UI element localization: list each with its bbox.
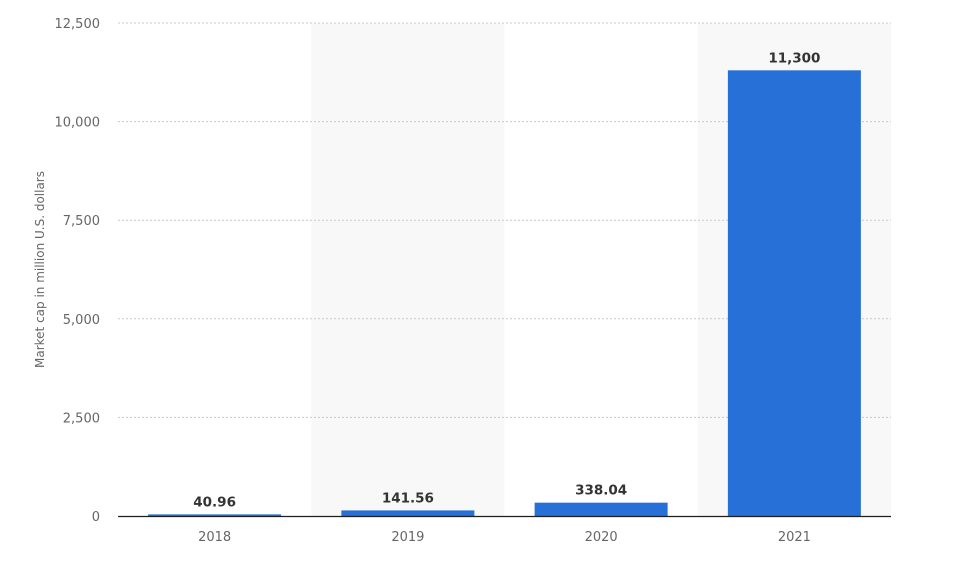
x-tick-label: 2021 [778,530,811,545]
bars [148,70,861,516]
y-tick-label: 10,000 [55,116,101,131]
data-label-2018: 40.96 [193,494,236,510]
data-labels: 40.96 141.56 338.04 11,300 [193,50,820,510]
y-tick-labels: 0 2,500 5,000 7,500 10,000 12,500 [55,17,101,525]
x-tick-label: 2020 [585,530,618,545]
data-label-2020: 338.04 [575,483,627,499]
bar-2019[interactable] [341,510,475,516]
bar-2020[interactable] [534,502,668,516]
y-tick-label: 7,500 [63,214,100,229]
y-tick-label: 5,000 [63,313,100,328]
x-tick-label: 2019 [391,530,424,545]
y-axis-label: Market cap in million U.S. dollars [33,171,47,368]
y-tick-label: 0 [92,510,100,525]
y-tick-label: 2,500 [63,411,100,426]
x-tick-label: 2018 [198,530,231,545]
band-2019 [311,23,505,516]
bar-2021[interactable] [727,70,861,516]
bar-2018[interactable] [148,514,282,516]
data-label-2021: 11,300 [768,50,820,66]
data-label-2019: 141.56 [382,490,434,506]
x-tick-labels: 2018 2019 2020 2021 [198,530,811,545]
y-tick-label: 12,500 [55,17,101,32]
